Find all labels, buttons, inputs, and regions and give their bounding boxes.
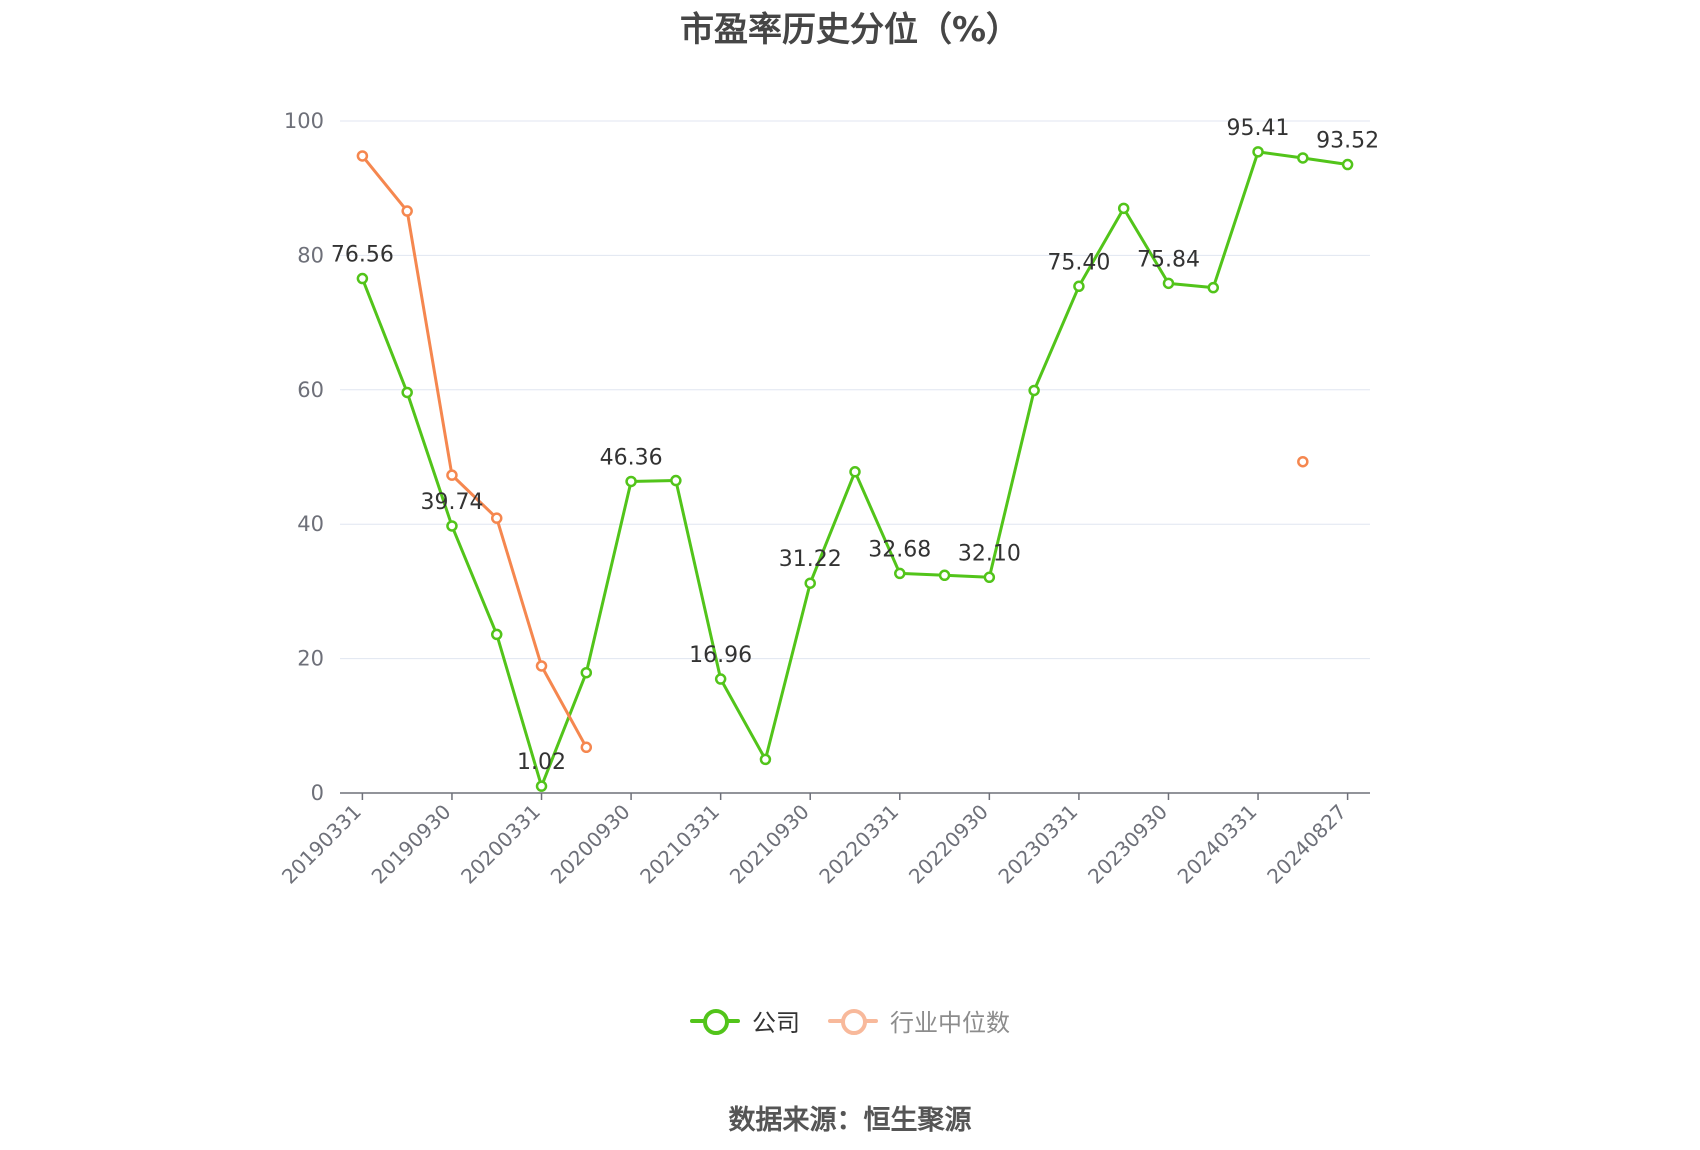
data-label: 39.74 [420,490,483,515]
x-tick-label: 20210331 [635,800,724,889]
data-point [1207,281,1220,294]
x-tick-label: 20240827 [1262,800,1351,889]
data-label: 76.56 [331,243,394,268]
data-point [401,205,413,217]
data-label: 75.40 [1047,250,1110,275]
data-point [1028,384,1040,397]
data-point [714,673,727,685]
data-point [849,466,861,478]
legend-label-industry-median: 行业中位数 [890,1009,1010,1037]
data-point [490,628,503,641]
data-label: 93.52 [1316,129,1379,154]
data-label: 31.22 [779,547,842,572]
legend-label-company: 公司 [752,1009,800,1037]
y-tick-label: 0 [311,781,324,805]
x-tick-label: 20230331 [993,800,1082,889]
data-point [759,753,772,766]
x-tick-label: 20230930 [1083,800,1172,889]
x-tick-label: 20220331 [814,800,903,889]
grid-lines [340,120,1370,660]
series-line [361,154,588,749]
data-point [1252,146,1264,158]
legend-line-icon [828,1007,878,1035]
data-source-note: 数据来源：恒生聚源 [728,1105,972,1136]
data-point [356,150,369,162]
data-label: 16.96 [689,643,752,668]
data-point [535,660,548,672]
y-tick-label: 60 [297,378,324,402]
data-point [580,741,593,754]
data-point [625,475,637,488]
data-point [1162,277,1175,290]
legend-item-company[interactable]: 公司 [690,1003,800,1038]
x-tick-label: 20190331 [277,800,366,889]
data-label: 32.68 [868,537,931,562]
data-point [401,386,413,399]
data-label: 1.02 [517,750,566,775]
y-tick-label: 100 [284,109,324,133]
data-point [580,666,593,679]
y-tick-label: 80 [297,243,324,267]
y-tick-label: 20 [297,647,324,671]
data-point [938,569,951,582]
data-point [1297,152,1309,164]
chart-title: 市盈率历史分位（%） [679,10,1021,50]
x-tick-label: 20240331 [1173,800,1262,889]
x-tick-label: 20190930 [367,800,456,889]
data-point [894,567,906,580]
data-point [490,512,503,524]
data-point [535,780,548,792]
y-tick-label: 40 [297,512,324,536]
data-point [670,474,682,487]
legend: 公司 行业中位数 [0,1003,1700,1038]
data-point [1117,202,1130,215]
data-point [804,577,816,589]
data-label: 75.84 [1137,247,1200,272]
line-chart: 0 20 40 60 80 100 20190331 20190930 20200331 2020… [277,109,1379,889]
data-point [1341,158,1354,171]
data-point [983,571,996,584]
x-tick-label: 20210930 [725,800,814,889]
data-point [356,272,369,285]
legend-line-icon [690,1007,740,1035]
series-industry-median [356,150,1309,754]
data-point [446,520,458,532]
x-tick-label: 20200331 [456,800,545,889]
data-point [1073,280,1085,293]
data-label: 32.10 [958,541,1021,566]
series-lines [356,146,1354,792]
data-label: 46.36 [600,445,663,470]
x-tick-label: 20220930 [904,800,993,889]
legend-item-industry-median[interactable]: 行业中位数 [828,1003,1010,1038]
series-company [356,146,1354,792]
data-label: 95.41 [1227,116,1290,141]
data-point [1297,455,1309,468]
data-labels: 76.56 39.74 1.02 46.36 16.96 31.22 32.68 32.10 7… [331,116,1379,775]
x-tick-label: 20200930 [546,800,635,889]
data-point [446,469,458,481]
